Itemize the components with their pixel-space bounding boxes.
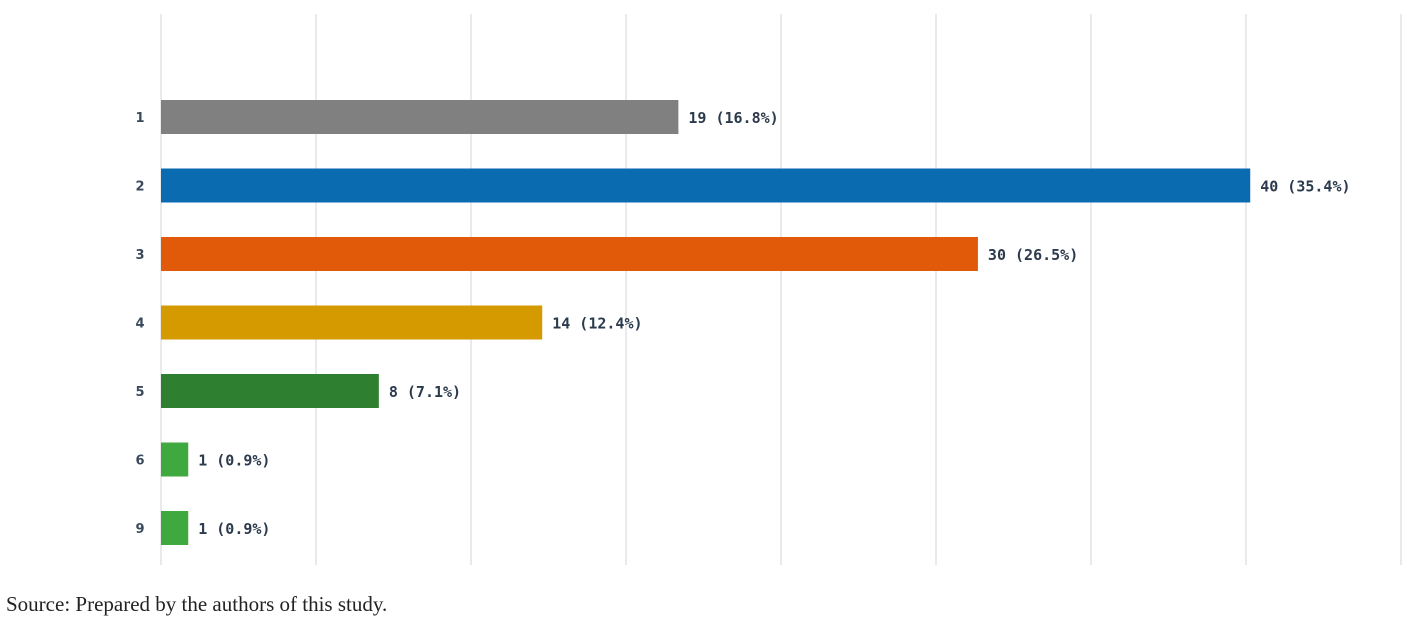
category-label-6: 6	[135, 454, 144, 469]
category-label-5: 5	[135, 385, 144, 400]
source-note: Source: Prepared by the authors of this …	[6, 592, 388, 616]
data-label-3: 30 (26.5%)	[988, 246, 1078, 264]
data-label-1: 19 (16.8%)	[688, 109, 778, 127]
category-label-4: 4	[135, 317, 144, 332]
data-label-6: 1 (0.9%)	[198, 452, 270, 470]
bar-3	[161, 237, 978, 271]
category-label-3: 3	[135, 248, 144, 263]
grid-lines	[160, 14, 1402, 565]
bar-9	[161, 511, 189, 545]
bars	[161, 100, 1251, 545]
labels: 1 19 (16.8%) 2 40 (35.4%) 3 30 (26.5%) 4 14 (12…	[135, 109, 1350, 538]
category-label-2: 2	[135, 180, 144, 195]
bar-4	[161, 305, 543, 340]
bar-chart: 1 19 (16.8%) 2 40 (35.4%) 3 30 (26.5%) 4 14 (12…	[135, 14, 1402, 565]
data-label-5: 8 (7.1%)	[389, 383, 461, 401]
bar-2	[161, 168, 1251, 203]
bar-1	[161, 100, 679, 134]
data-label-9: 1 (0.9%)	[198, 520, 270, 538]
category-label-1: 1	[135, 111, 144, 126]
category-label-9: 9	[135, 522, 144, 537]
bar-5	[161, 374, 379, 408]
data-label-2: 40 (35.4%)	[1260, 178, 1350, 196]
data-label-4: 14 (12.4%)	[552, 315, 642, 333]
bar-6	[161, 442, 189, 477]
